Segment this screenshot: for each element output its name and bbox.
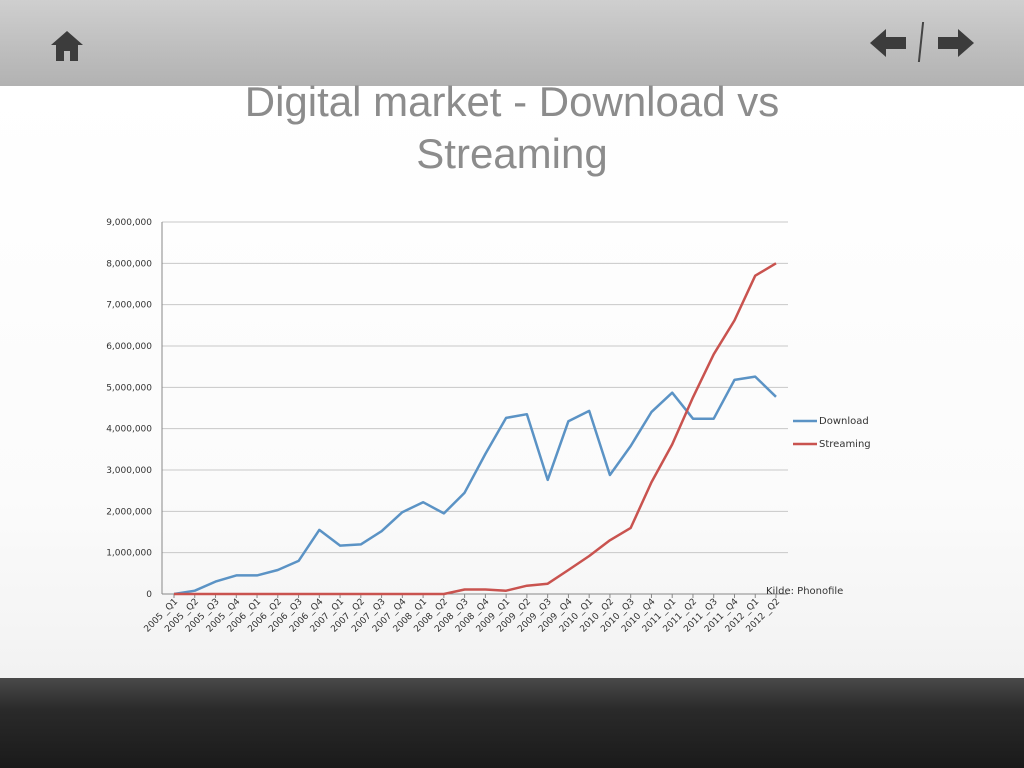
series-lines (173, 262, 777, 596)
y-tick-label: 2,000,000 (106, 507, 152, 517)
y-tick-label: 6,000,000 (106, 342, 152, 352)
grid-lines (162, 221, 788, 554)
legend-label-download: Download (819, 416, 869, 427)
slide-title-line-1: Digital market - Download vs (244, 78, 780, 125)
y-tick-label: 9,000,000 (106, 218, 152, 228)
y-tick-label: 8,000,000 (106, 259, 152, 269)
series-line-download (173, 375, 777, 596)
arrow-right-icon[interactable] (936, 26, 976, 60)
slide-background (0, 86, 1024, 678)
bottom-bar (0, 678, 1024, 768)
source-annotation: Kilde: Phonofile (766, 586, 843, 597)
y-tick-label: 4,000,000 (106, 425, 152, 435)
y-tick-label: 3,000,000 (106, 466, 152, 476)
arrow-left-icon[interactable] (868, 26, 908, 60)
slide-title-line-2: Streaming (416, 130, 608, 177)
slide-title: Digital market - Download vs Streaming (180, 76, 844, 180)
legend: Download Streaming (793, 416, 871, 450)
legend-label-streaming: Streaming (819, 439, 871, 450)
home-icon[interactable] (48, 28, 86, 64)
y-tick-label: 1,000,000 (106, 549, 152, 559)
axes: 0 1,000,000 2,000,000 3,000,000 4,000,000 5,0… (106, 218, 788, 635)
y-tick-label: 7,000,000 (106, 301, 152, 311)
y-tick-label: 0 (146, 590, 152, 600)
series-line-streaming (174, 262, 777, 596)
y-tick-label: 5,000,000 (106, 383, 152, 393)
top-toolbar (0, 0, 1024, 87)
